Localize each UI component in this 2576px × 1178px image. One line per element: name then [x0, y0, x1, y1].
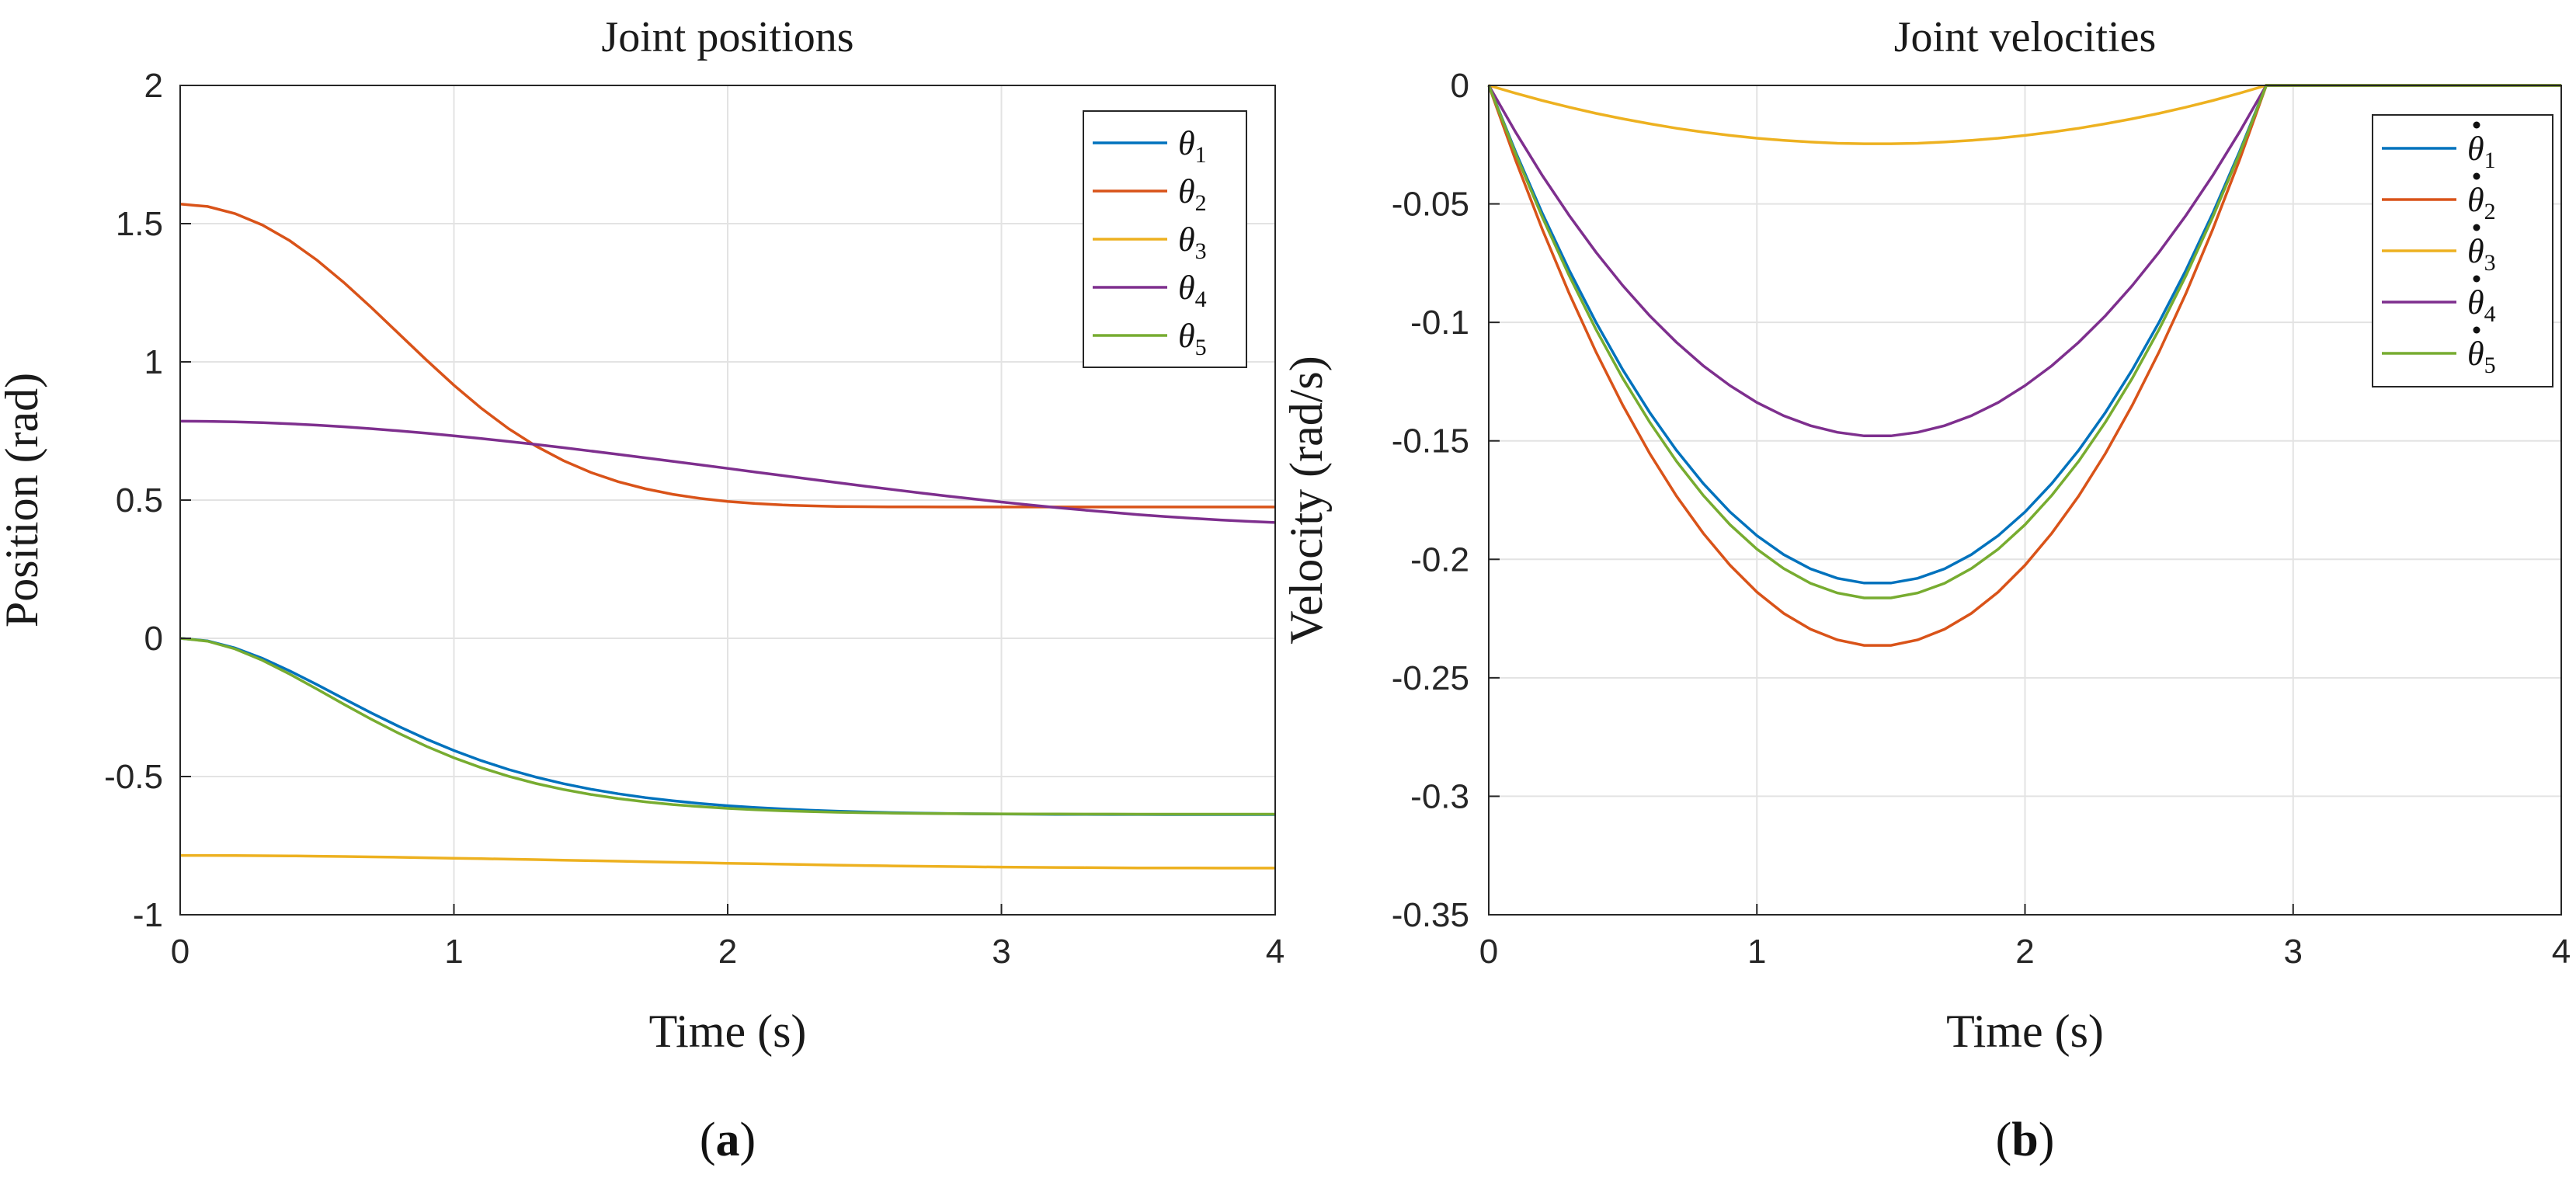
x-tick-label: 3 [992, 933, 1010, 971]
x-axis-label: Time (s) [649, 1006, 807, 1057]
y-tick-label: -0.3 [1410, 777, 1469, 815]
x-tick-label: 2 [2015, 933, 2034, 971]
y-tick-label: 0 [1451, 67, 1469, 105]
x-tick-label: 4 [1266, 933, 1285, 971]
legend-label-3: θ3 [1178, 221, 1207, 264]
legend-label-2: θ2 [1178, 172, 1207, 216]
x-tick-label: 2 [718, 933, 737, 971]
x-tick-label: 1 [1747, 933, 1766, 971]
x-tick-label: 0 [171, 933, 189, 971]
panel-label: (b) [1996, 1114, 2055, 1166]
legend-label-5: θ5 [1178, 317, 1207, 360]
y-axis-label: Position (rad) [0, 373, 47, 627]
legend-label-3: θ3 [2467, 232, 2496, 276]
legend-dot-1 [2473, 121, 2480, 129]
y-tick-label: 1.5 [116, 205, 163, 243]
series-line-5 [179, 637, 1275, 816]
legend-label-1: θ1 [1178, 124, 1207, 168]
y-tick-label: -0.35 [1392, 896, 1469, 934]
series-line-3 [180, 853, 1275, 870]
legend-label-5: θ5 [2467, 335, 2496, 378]
y-tick-label: -0.05 [1392, 186, 1469, 224]
y-tick-label: -0.2 [1410, 540, 1469, 579]
x-tick-label: 1 [444, 933, 463, 971]
y-tick-label: -0.1 [1410, 304, 1469, 342]
y-tick-label: -0.15 [1392, 422, 1469, 460]
legend-label-1: θ1 [2467, 130, 2496, 173]
x-tick-label: 3 [2284, 933, 2303, 971]
y-tick-label: -1 [133, 896, 163, 934]
y-tick-label: -0.5 [104, 758, 163, 796]
legend-dot-3 [2473, 224, 2480, 231]
chart-title: Joint velocities [1894, 13, 2157, 61]
x-tick-label: 4 [2552, 933, 2571, 971]
legend-label-2: θ2 [2467, 181, 2496, 224]
y-tick-label: -0.25 [1392, 659, 1469, 697]
chart-panel-2: 0 1 2 3 4 -0.35 -0.3 -0.25 -0.2 -0.15 -0.1 -0.05 0 Jo… [1281, 13, 2571, 1166]
x-axis-label: Time (s) [1946, 1006, 2104, 1057]
panel-label: (a) [700, 1114, 756, 1166]
y-tick-label: 0.5 [116, 481, 163, 520]
x-tick-label: 0 [1479, 933, 1498, 971]
legend-dot-4 [2473, 275, 2480, 283]
chart-title: Joint positions [601, 13, 853, 61]
series-line-2 [179, 203, 1275, 509]
legend-dot-2 [2473, 172, 2480, 180]
y-axis-label: Velocity (rad/s) [1281, 356, 1332, 645]
legend-dot-5 [2473, 326, 2480, 334]
series-line-4 [179, 419, 1276, 524]
y-tick-label: 1 [144, 343, 163, 381]
y-tick-label: 2 [144, 67, 163, 105]
legend-label-4: θ4 [1178, 269, 1207, 312]
legend: θ1 θ2 θ3 θ4 θ5 [2372, 114, 2553, 387]
legend-label-4: θ4 [2467, 283, 2496, 327]
y-tick-label: 0 [144, 620, 163, 658]
chart-panel-1: 0 1 2 3 4 -1 -0.5 0 0.5 1 1.5 2 Joint positions Time … [0, 13, 1285, 1166]
